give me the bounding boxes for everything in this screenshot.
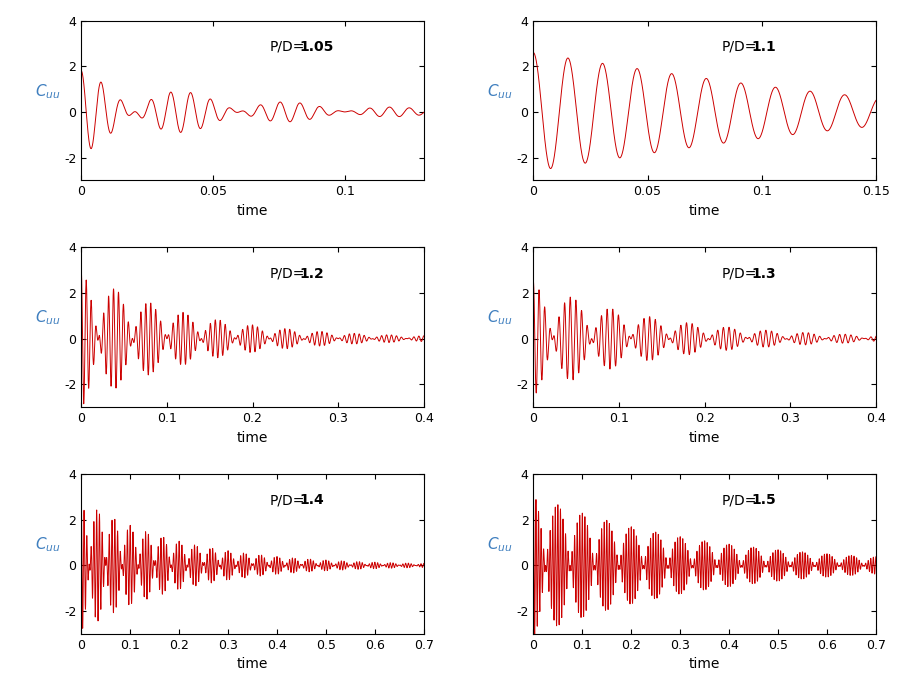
- Y-axis label: $C_{uu}$: $C_{uu}$: [34, 309, 60, 327]
- Text: 1.3: 1.3: [751, 267, 776, 280]
- Y-axis label: $C_{uu}$: $C_{uu}$: [486, 535, 511, 554]
- X-axis label: time: time: [688, 657, 720, 671]
- X-axis label: time: time: [236, 204, 268, 218]
- Text: P/D=: P/D=: [721, 493, 756, 507]
- X-axis label: time: time: [688, 431, 720, 444]
- Text: 1.5: 1.5: [751, 493, 776, 507]
- X-axis label: time: time: [688, 204, 720, 218]
- X-axis label: time: time: [236, 657, 268, 671]
- Text: P/D=: P/D=: [721, 267, 756, 280]
- Text: P/D=: P/D=: [270, 267, 305, 280]
- Text: 1.05: 1.05: [299, 40, 334, 54]
- X-axis label: time: time: [236, 431, 268, 444]
- Text: P/D=: P/D=: [721, 40, 756, 54]
- Text: 1.4: 1.4: [299, 493, 324, 507]
- Y-axis label: $C_{uu}$: $C_{uu}$: [34, 82, 60, 101]
- Y-axis label: $C_{uu}$: $C_{uu}$: [486, 309, 511, 327]
- Text: 1.1: 1.1: [751, 40, 776, 54]
- Text: P/D=: P/D=: [270, 40, 305, 54]
- Y-axis label: $C_{uu}$: $C_{uu}$: [486, 82, 511, 101]
- Text: 1.2: 1.2: [299, 267, 324, 280]
- Text: P/D=: P/D=: [270, 493, 305, 507]
- Y-axis label: $C_{uu}$: $C_{uu}$: [34, 535, 60, 554]
